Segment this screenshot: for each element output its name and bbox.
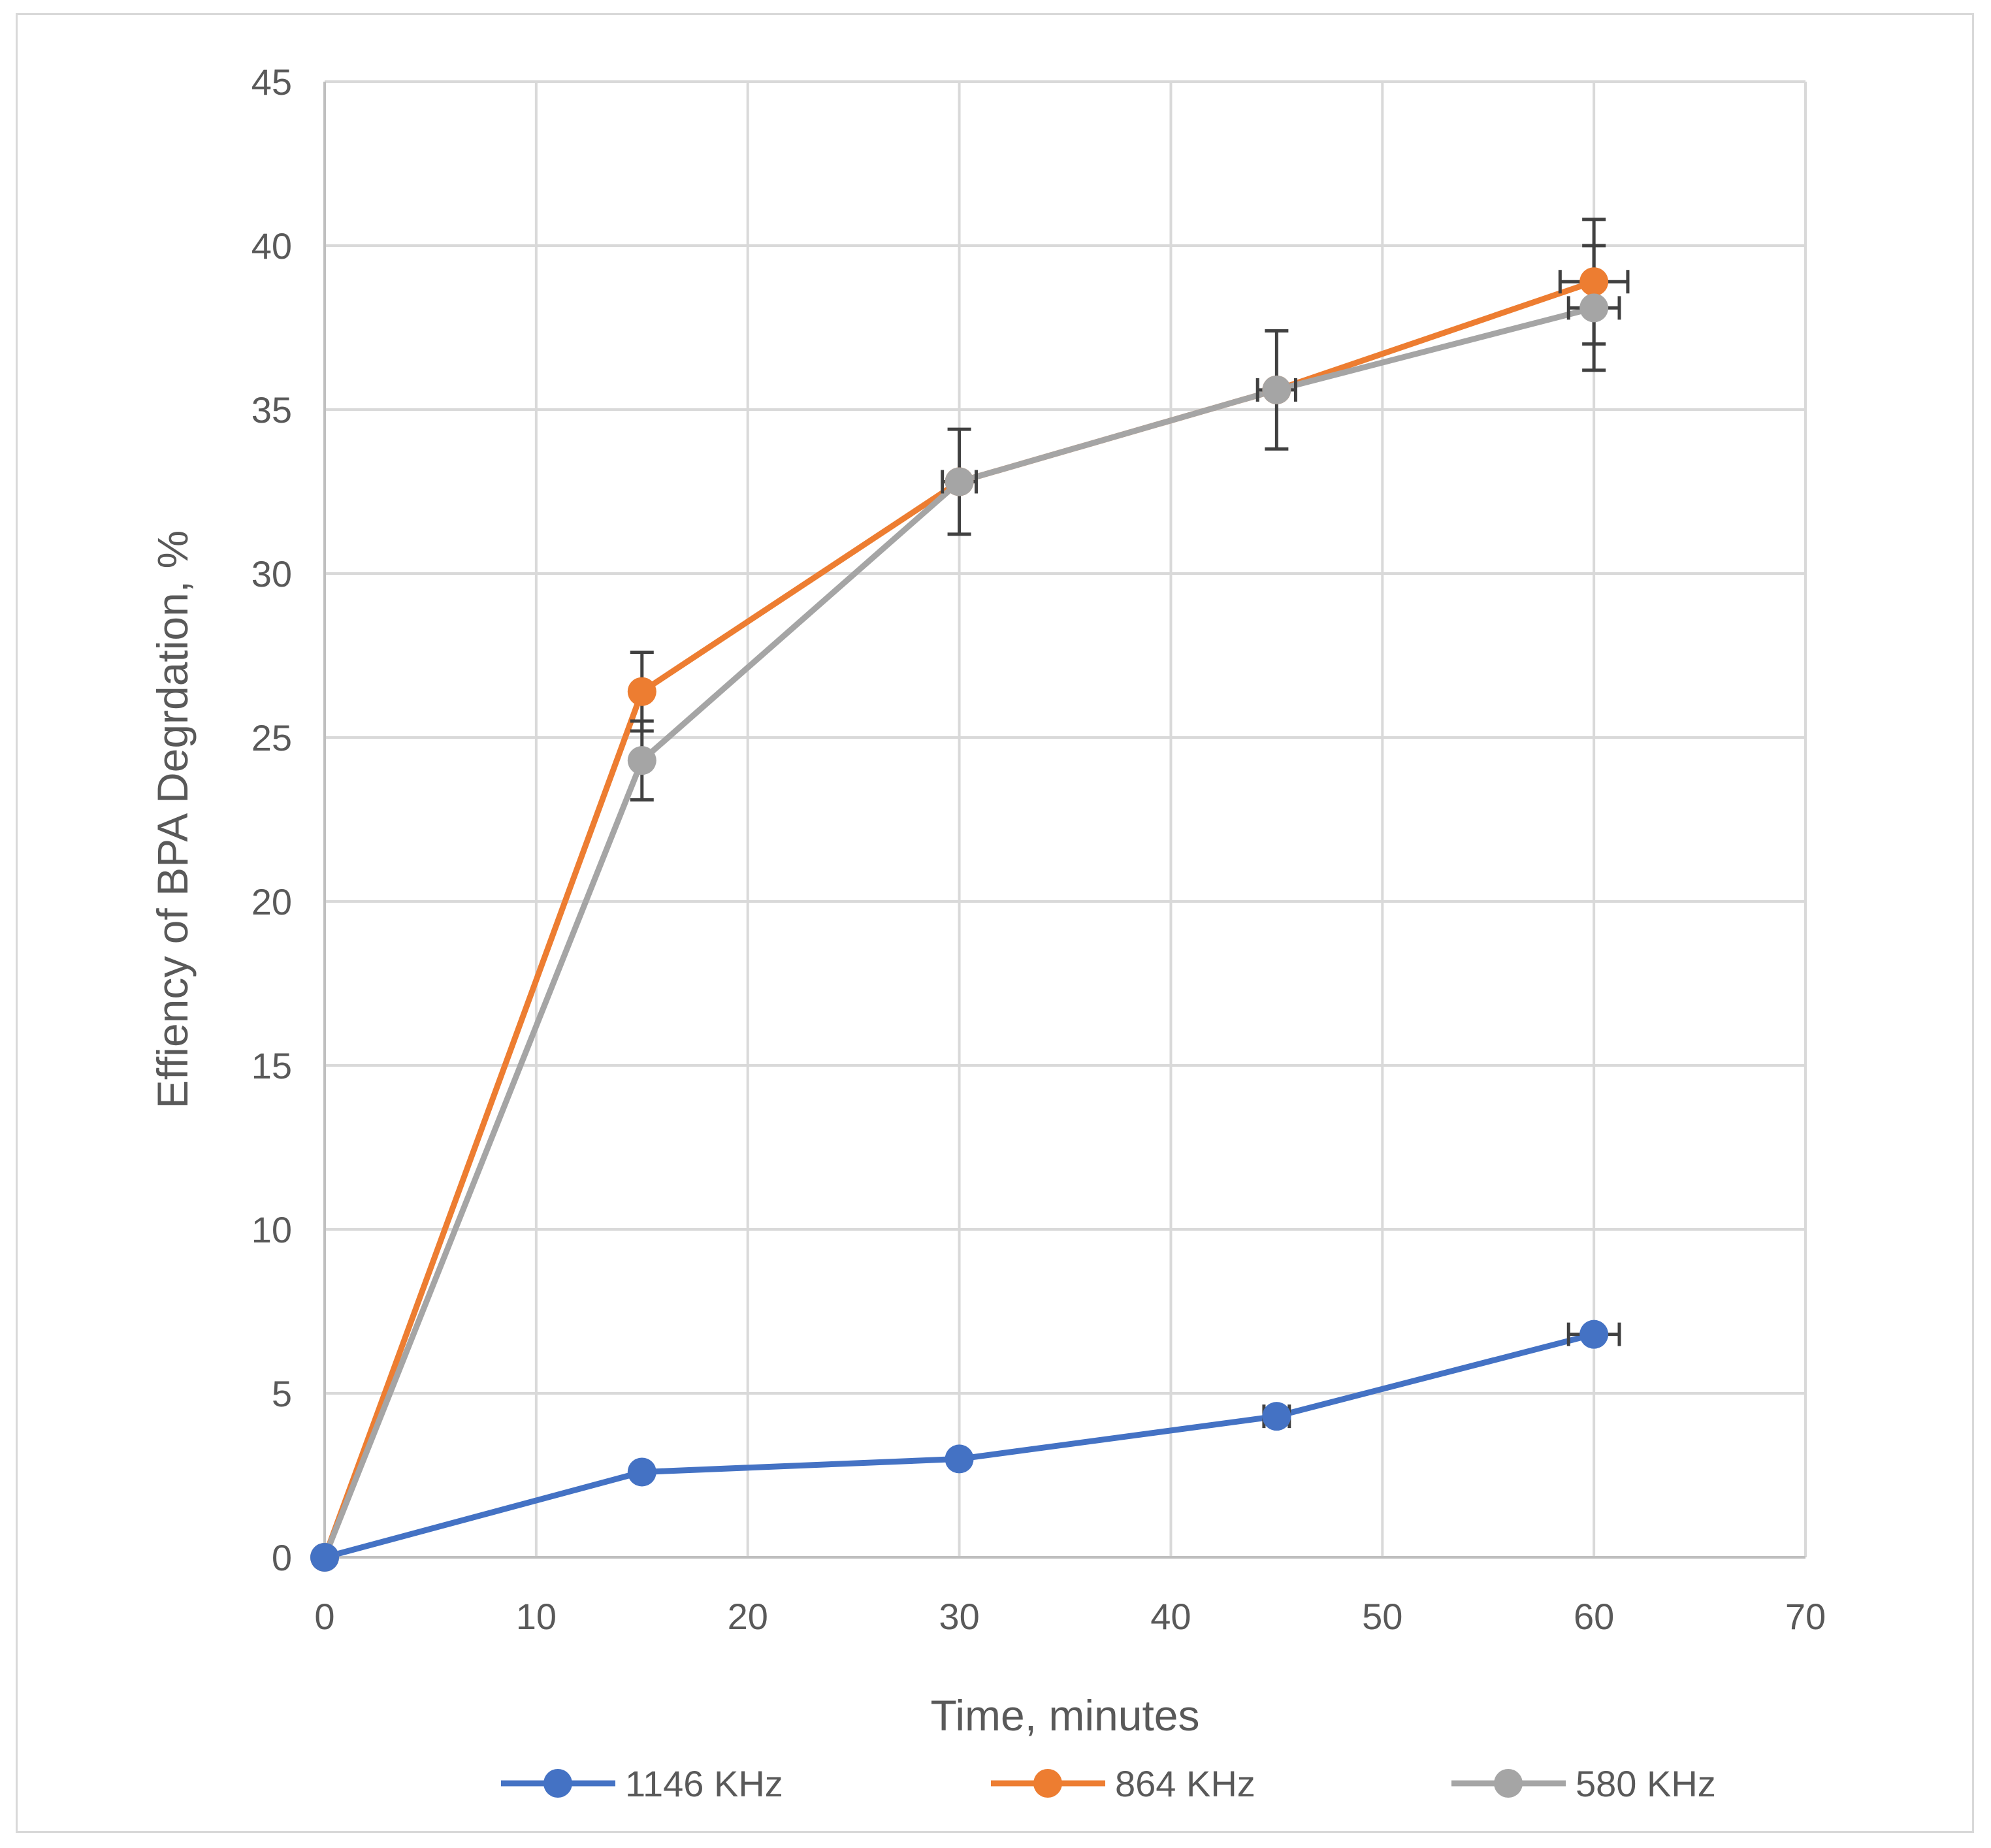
y-tick-label: 5 bbox=[272, 1373, 292, 1414]
data-point-1146-khz bbox=[1579, 1320, 1609, 1349]
legend-label: 864 KHz bbox=[1115, 1763, 1255, 1804]
y-tick-label: 10 bbox=[251, 1209, 292, 1250]
data-point-580-khz bbox=[945, 467, 974, 496]
x-axis-title: Time, minutes bbox=[931, 1691, 1200, 1740]
y-tick-label: 0 bbox=[272, 1537, 292, 1578]
legend-item-1146-khz: 1146 KHz bbox=[501, 1763, 783, 1804]
data-point-864-khz bbox=[627, 677, 656, 706]
data-point-1146-khz bbox=[945, 1444, 974, 1474]
y-axis-title: Effiency of BPA Degrdation, % bbox=[148, 530, 197, 1109]
y-tick-label: 40 bbox=[251, 225, 292, 267]
x-tick-labels: 0 10 20 30 40 50 60 70 bbox=[314, 1596, 1826, 1637]
y-tick-label: 15 bbox=[251, 1045, 292, 1086]
data-point-580-khz bbox=[1262, 375, 1291, 404]
legend-marker bbox=[1494, 1769, 1523, 1798]
data-point-1146-khz bbox=[310, 1543, 339, 1572]
error-bars bbox=[630, 218, 1630, 1467]
legend-marker bbox=[543, 1769, 572, 1798]
x-tick-label: 70 bbox=[1785, 1596, 1826, 1637]
data-point-580-khz bbox=[1579, 293, 1609, 323]
line-chart: 0 5 10 15 20 25 30 35 40 45 0 10 20 30 40 50 60 70 Effie… bbox=[148, 61, 1826, 1804]
x-tick-label: 50 bbox=[1362, 1596, 1402, 1637]
legend-label: 580 KHz bbox=[1576, 1763, 1716, 1804]
data-point-864-khz bbox=[1579, 267, 1609, 297]
y-tick-label: 35 bbox=[251, 389, 292, 430]
y-tick-label: 30 bbox=[251, 553, 292, 594]
data-point-1146-khz bbox=[627, 1457, 656, 1487]
axes bbox=[323, 82, 1805, 1559]
x-tick-label: 0 bbox=[314, 1596, 334, 1637]
x-tick-label: 20 bbox=[728, 1596, 768, 1637]
data-markers bbox=[310, 267, 1609, 1572]
data-point-1146-khz bbox=[1262, 1402, 1291, 1431]
gridlines bbox=[325, 80, 1807, 1557]
chart-frame: 0 5 10 15 20 25 30 35 40 45 0 10 20 30 40 50 60 70 Effie… bbox=[16, 13, 1974, 1833]
y-tick-label: 20 bbox=[251, 881, 292, 922]
legend-label: 1146 KHz bbox=[625, 1763, 783, 1804]
y-tick-label: 45 bbox=[251, 61, 292, 103]
x-tick-label: 60 bbox=[1574, 1596, 1614, 1637]
x-tick-label: 40 bbox=[1150, 1596, 1191, 1637]
data-point-580-khz bbox=[627, 746, 656, 775]
legend-marker bbox=[1033, 1769, 1062, 1798]
y-tick-labels: 0 5 10 15 20 25 30 35 40 45 bbox=[251, 61, 292, 1578]
legend-item-864-khz: 864 KHz bbox=[991, 1763, 1255, 1804]
x-tick-label: 30 bbox=[939, 1596, 979, 1637]
legend-item-580-khz: 580 KHz bbox=[1451, 1763, 1716, 1804]
y-tick-label: 25 bbox=[251, 717, 292, 758]
legend: 1146 KHz 864 KHz 580 KHz bbox=[501, 1763, 1716, 1804]
x-tick-label: 10 bbox=[516, 1596, 557, 1637]
